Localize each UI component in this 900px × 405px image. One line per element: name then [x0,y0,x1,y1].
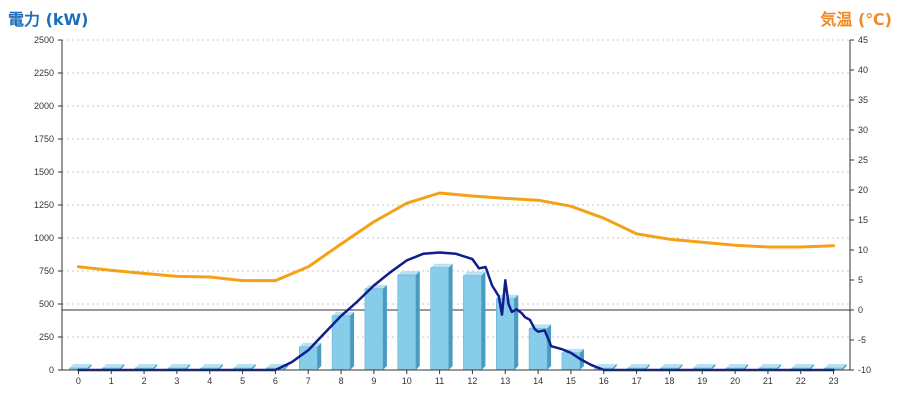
bar-side [744,364,749,370]
bar-top [233,364,256,369]
bar-side [481,271,486,370]
bar-top [726,364,749,369]
right-tick-label: -5 [858,335,866,345]
x-tick-label: 12 [467,376,477,386]
bar [561,352,581,371]
right-tick-label: 0 [858,305,863,315]
x-tick-label: 8 [339,376,344,386]
left-tick-label: 0 [49,365,54,375]
bar-top [824,364,847,369]
left-axis-title: 電力 (kW) [8,10,89,29]
x-tick-label: 4 [207,376,212,386]
bar-side [185,364,190,370]
bar-side [415,270,420,370]
bar-side [678,364,683,370]
bar-side [251,364,256,370]
right-tick-label: 20 [858,185,868,195]
bar-top [102,364,125,369]
left-tick-label: 1250 [34,200,54,210]
x-tick-label: 23 [829,376,839,386]
bar [364,288,384,371]
bar-side [809,364,814,370]
bar-top [791,364,814,369]
bar-side [711,364,716,370]
right-tick-label: -10 [858,365,871,375]
left-tick-label: 1000 [34,233,54,243]
x-tick-label: 19 [697,376,707,386]
left-tick-label: 1500 [34,167,54,177]
bar-side [612,364,617,370]
left-tick-label: 2500 [34,35,54,45]
bar-side [382,284,387,370]
bar-top [463,271,486,276]
bar-side [842,364,847,370]
x-tick-label: 2 [142,376,147,386]
x-tick-label: 9 [371,376,376,386]
left-tick-label: 250 [39,332,54,342]
x-tick-label: 11 [435,376,444,386]
right-tick-label: 35 [858,95,868,105]
right-axis-title: 気温 (℃) [820,10,892,29]
x-tick-label: 7 [306,376,311,386]
bar-side [153,364,158,370]
bar-side [317,342,322,370]
left-tick-label: 2250 [34,68,54,78]
bar-top [594,364,617,369]
x-tick-label: 14 [533,376,543,386]
bar-top [758,364,781,369]
bar-top [69,364,92,369]
bar-top [135,364,158,369]
bar [463,275,482,371]
right-tick-label: 25 [858,155,868,165]
bar-top [693,364,716,369]
power-line [77,251,835,372]
x-tick-label: 21 [763,376,773,386]
x-tick-label: 17 [632,376,642,386]
left-tick-label: 500 [39,299,54,309]
right-tick-label: 15 [858,215,868,225]
x-tick-label: 15 [566,376,576,386]
x-tick-label: 16 [599,376,609,386]
bar [397,274,416,371]
right-tick-label: 5 [858,275,863,285]
bar-side [776,364,781,370]
x-tick-label: 10 [402,376,412,386]
x-tick-label: 0 [76,376,81,386]
x-tick-label: 13 [500,376,510,386]
left-tick-label: 2000 [34,101,54,111]
right-tick-label: 45 [858,35,868,45]
bar-side [514,294,519,370]
temperature-line [76,191,836,283]
bar-top [627,364,650,369]
bar-side [448,263,453,370]
bar-side [218,364,223,370]
bar [528,328,548,371]
x-tick-label: 6 [273,376,278,386]
bar-top [430,263,453,268]
right-tick-label: 40 [858,65,868,75]
right-tick-label: 10 [858,245,868,255]
left-tick-label: 750 [39,266,54,276]
x-tick-label: 5 [240,376,245,386]
x-tick-label: 3 [174,376,179,386]
bar-side [120,364,125,370]
bar-top [660,364,683,369]
x-tick-label: 22 [796,376,806,386]
bar-top [200,364,223,369]
bar [430,267,449,371]
bar-side [645,364,650,370]
x-tick-label: 1 [109,376,114,386]
x-tick-label: 20 [730,376,740,386]
bar-top [397,270,420,275]
bar-side [87,364,92,370]
right-tick-label: 30 [858,125,868,135]
x-tick-label: 18 [664,376,674,386]
bar-side [350,311,355,370]
bar-top [167,364,190,369]
left-tick-label: 1750 [34,134,54,144]
